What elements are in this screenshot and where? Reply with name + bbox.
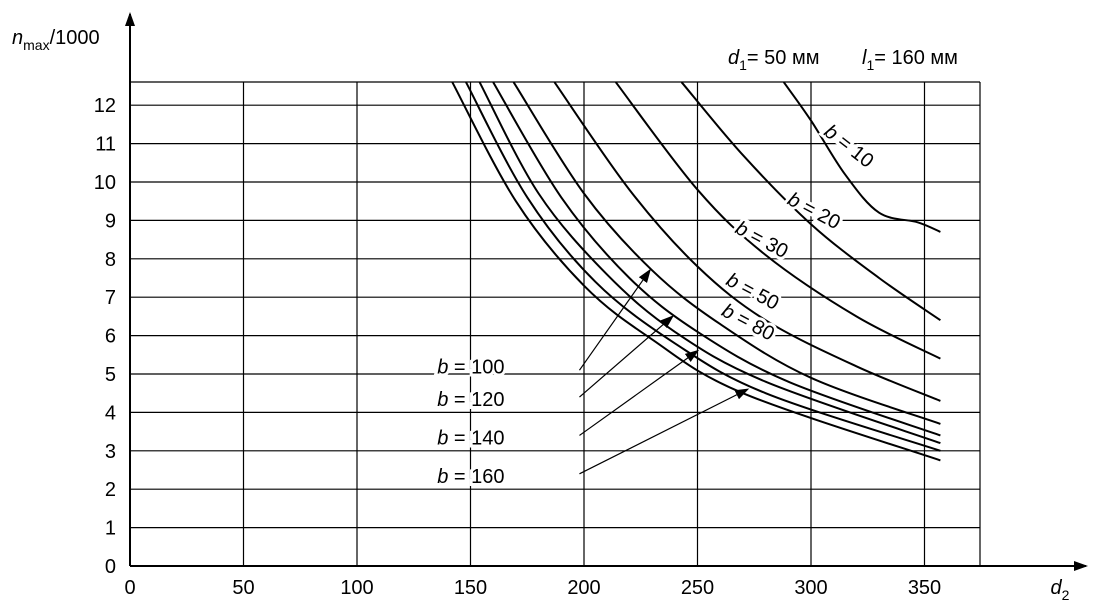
curve-label: b = 10 bbox=[820, 121, 878, 173]
y-tick-label: 1 bbox=[105, 518, 116, 540]
x-tick-label: 350 bbox=[908, 577, 941, 599]
series-curve bbox=[465, 81, 941, 452]
callout-arrow bbox=[578, 268, 651, 371]
y-tick-label: 2 bbox=[105, 479, 116, 501]
callout-arrow bbox=[579, 349, 700, 436]
y-tick-label: 11 bbox=[95, 134, 116, 156]
curves bbox=[451, 81, 941, 462]
x-tick-label: 100 bbox=[340, 577, 373, 599]
x-tick-label: 300 bbox=[794, 577, 827, 599]
series-curve bbox=[782, 81, 941, 233]
axis-titles: nmax/1000 d2 d1= 50 мм l1= 160 мм bbox=[12, 27, 1070, 603]
parameter-label: d1= 50 мм bbox=[728, 47, 819, 73]
y-tick-label: 10 bbox=[94, 172, 116, 194]
y-tick-label: 0 bbox=[105, 556, 116, 578]
series-curve bbox=[553, 81, 941, 402]
series-curve bbox=[451, 81, 941, 462]
y-tick-label: 12 bbox=[94, 95, 116, 117]
y-tick-label: 7 bbox=[105, 287, 116, 309]
x-tick-label: 50 bbox=[232, 577, 254, 599]
x-axis-title: d2 bbox=[1051, 577, 1070, 603]
grid bbox=[130, 81, 981, 566]
axes bbox=[125, 12, 1088, 571]
y-tick-label: 9 bbox=[105, 210, 116, 232]
y-tick-label: 5 bbox=[105, 364, 116, 386]
x-tick-label: 0 bbox=[124, 577, 135, 599]
callout-arrow bbox=[579, 315, 675, 398]
y-tick-label: 3 bbox=[105, 441, 116, 463]
callouts: b = 100 b = 120 b = 140 b = 160 bbox=[434, 268, 750, 491]
parameter-label: l1= 160 мм bbox=[862, 47, 958, 73]
y-tick-label: 8 bbox=[105, 249, 116, 271]
series-curve bbox=[615, 81, 941, 360]
callout-arrow bbox=[579, 388, 750, 475]
y-axis-title: nmax/1000 bbox=[12, 27, 100, 53]
series-curve bbox=[478, 81, 941, 445]
curve-label: b = 30 bbox=[732, 217, 792, 263]
callout-label: b = 120 bbox=[437, 389, 504, 411]
series-curve bbox=[680, 81, 941, 322]
series-curve bbox=[512, 81, 941, 425]
callout-label: b = 100 bbox=[437, 356, 504, 378]
x-tick-label: 200 bbox=[567, 577, 600, 599]
y-tick-label: 4 bbox=[105, 402, 116, 424]
callout-label: b = 140 bbox=[437, 427, 504, 449]
x-tick-label: 150 bbox=[454, 577, 487, 599]
callout-label: b = 160 bbox=[437, 466, 504, 488]
x-tick-label: 250 bbox=[681, 577, 714, 599]
y-tick-label: 6 bbox=[105, 326, 116, 348]
series-curve bbox=[492, 81, 941, 437]
